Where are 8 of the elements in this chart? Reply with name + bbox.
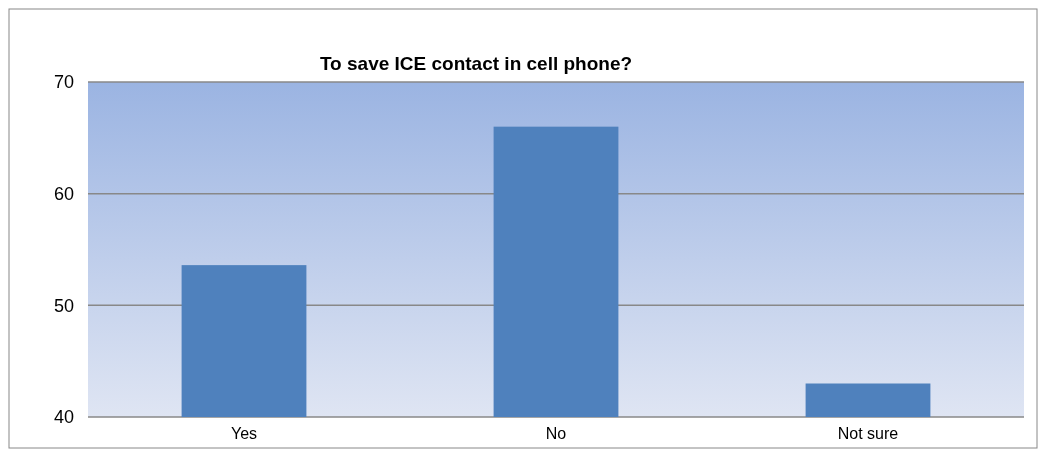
y-tick-label: 50 [53, 295, 74, 316]
x-tick-label: No [545, 425, 567, 442]
x-tick-label: Not sure [837, 425, 899, 442]
y-tick-label: 60 [53, 183, 74, 204]
y-tick-label: 70 [53, 72, 74, 93]
x-tick-label: Yes [230, 425, 258, 442]
y-tick-label: 40 [53, 407, 74, 428]
chart-title: To save ICE contact in cell phone? [319, 53, 633, 74]
